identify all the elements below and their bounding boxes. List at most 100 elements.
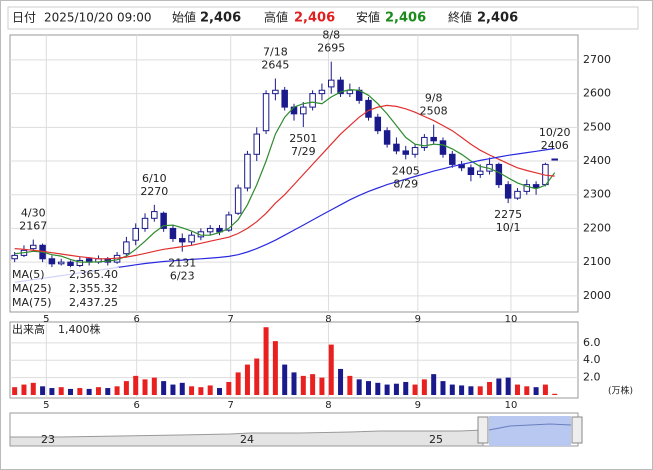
volume-bar xyxy=(77,388,83,395)
header-low: 2,406 xyxy=(385,11,426,26)
x-tick-label: 7 xyxy=(227,400,233,411)
candle-body xyxy=(48,258,56,265)
candle-body xyxy=(262,93,270,132)
annotation-price: 2405 xyxy=(392,164,420,177)
volume-tick-label: 6.0 xyxy=(583,336,601,349)
x-tick-label: 6 xyxy=(133,400,139,411)
annotation-date: 4/30 xyxy=(21,207,46,220)
candle-body xyxy=(281,89,288,108)
candle-body xyxy=(430,136,437,142)
annotation-date: 6/10 xyxy=(142,172,167,185)
candle-body xyxy=(467,167,475,176)
volume-bar xyxy=(272,341,278,395)
navigator-label: 24 xyxy=(240,433,254,446)
candle-body xyxy=(30,244,37,250)
candle-body xyxy=(188,234,195,243)
y-tick-label: 2400 xyxy=(583,154,611,167)
volume-bar xyxy=(282,364,288,395)
volume-bar xyxy=(356,379,362,395)
x-tick-label: 8 xyxy=(325,400,331,411)
annotation-price: 2645 xyxy=(261,58,289,71)
volume-bar xyxy=(412,384,418,395)
legend-value: 2,365.40 xyxy=(69,268,118,281)
volume-bar xyxy=(431,374,437,395)
annotation-price: 2695 xyxy=(317,42,345,55)
header-bar xyxy=(7,6,639,30)
volume-bar xyxy=(58,387,64,395)
annotation-date: 8/8 xyxy=(322,29,340,42)
volume-bar xyxy=(505,377,511,395)
candle-body xyxy=(290,106,298,115)
candle-body xyxy=(160,212,167,229)
volume-bar xyxy=(449,384,455,395)
volume-bar xyxy=(40,386,46,395)
volume-bar xyxy=(375,382,381,395)
candle-body xyxy=(495,163,503,186)
navigator-handle[interactable] xyxy=(477,416,489,444)
annotation-date: 6/23 xyxy=(170,270,195,283)
volume-unit: (万株) xyxy=(608,385,633,397)
navigator-line xyxy=(488,423,572,431)
legend-name: MA(25) xyxy=(12,282,52,295)
candle-body xyxy=(123,241,130,255)
candle-body xyxy=(318,89,326,95)
candle-body xyxy=(234,187,242,214)
volume-bar xyxy=(21,384,27,395)
x-tick-label: 10 xyxy=(505,314,518,325)
candle-body xyxy=(523,184,531,192)
x-tick-label: 8 xyxy=(325,314,331,325)
candle-body xyxy=(309,93,316,108)
y-tick-label: 2200 xyxy=(583,221,611,234)
volume-bar xyxy=(30,382,36,395)
candle-body xyxy=(216,227,223,233)
annotation-date: 9/8 xyxy=(425,92,443,105)
volume-bar xyxy=(12,387,18,395)
annotation-date: 8/29 xyxy=(393,177,418,190)
x-tick-label: 7 xyxy=(227,314,233,325)
volume-tick-label: 2.0 xyxy=(583,371,601,384)
navigator-handle[interactable] xyxy=(571,416,583,444)
candle-body xyxy=(225,214,233,231)
volume-bar xyxy=(189,386,195,395)
candle-body xyxy=(374,116,382,132)
volume-bar xyxy=(226,381,232,395)
annotation-date: 7/18 xyxy=(263,45,288,58)
volume-bar xyxy=(477,386,483,395)
y-tick-label: 2500 xyxy=(583,120,611,133)
volume-bar xyxy=(310,374,316,395)
candle-body xyxy=(476,170,484,176)
legend-value: 2,437.25 xyxy=(69,296,118,309)
candle-body xyxy=(272,89,279,95)
volume-bar xyxy=(217,388,223,395)
header-close: 2,406 xyxy=(477,11,518,26)
candle-body xyxy=(76,259,84,266)
candle-body xyxy=(141,217,149,229)
volume-bar xyxy=(235,372,241,395)
volume-bar xyxy=(179,382,185,395)
volume-bar xyxy=(542,384,548,395)
candle-body xyxy=(421,136,428,149)
ma-line xyxy=(14,104,555,260)
volume-bar xyxy=(338,368,344,395)
candle-body xyxy=(244,153,251,189)
y-tick-label: 2100 xyxy=(583,255,611,268)
annotation-date: 10/20 xyxy=(539,126,571,139)
candle-body xyxy=(383,130,391,145)
volume-bar xyxy=(49,388,55,395)
volume-bar xyxy=(403,381,409,395)
annotation-price: 2167 xyxy=(19,220,47,233)
candle-body xyxy=(57,261,65,265)
x-tick-label: 5 xyxy=(43,400,49,411)
legend-name: MA(75) xyxy=(12,296,52,309)
volume-bar xyxy=(440,381,446,395)
candle-body xyxy=(327,79,335,88)
volume-bar xyxy=(421,379,427,395)
x-tick-label: 10 xyxy=(505,400,518,411)
y-tick-label: 2700 xyxy=(583,53,611,66)
annotation-price: 2501 xyxy=(289,132,317,145)
volume-bar xyxy=(496,378,502,395)
volume-bar xyxy=(347,375,353,395)
candle-body xyxy=(169,227,177,240)
annotation-date: 10/1 xyxy=(496,221,521,234)
